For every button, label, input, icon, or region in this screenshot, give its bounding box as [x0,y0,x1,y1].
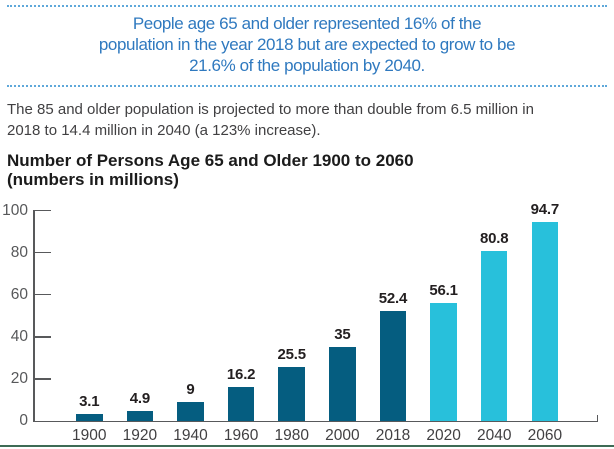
x-tick-label-2020: 2020 [426,427,461,444]
bar-1960 [227,386,255,421]
x-tick-label-1980: 1980 [274,427,309,444]
x-tick-label-2000: 2000 [325,427,360,444]
y-tick-60 [34,293,51,296]
intro-line-1: The 85 and older population is projected… [7,101,534,118]
bar-2000 [329,347,356,421]
x-tick-label-1900: 1900 [72,427,107,444]
bar-value-label-1980: 25.5 [277,346,307,364]
callout-line-1: People age 65 and older represented 16% … [132,14,482,33]
x-axis-end-tick [596,414,598,422]
callout-line-3: 21.6% of the population by 2040. [189,56,425,75]
x-tick-label-1920: 1920 [122,427,158,444]
bar-value-label-1920: 4.9 [129,389,150,407]
bar-value-label-2000: 35 [334,326,351,344]
bar-value-label-2040: 80.8 [480,229,509,247]
bar-value-label-2018: 52.4 [378,289,408,307]
y-tick-label-100: 100 [2,201,28,219]
y-tick-20 [34,378,51,380]
bar-value-label-2020: 56.1 [429,281,458,299]
intro-line-2: 2018 to 14.4 million in 2040 (a 123% inc… [7,122,321,139]
bar-2018 [379,310,407,421]
y-tick-100 [34,209,51,212]
intro-paragraph: The 85 and older population is projected… [7,99,607,141]
chart-title: Number of Persons Age 65 and Older 1900 … [7,151,607,189]
bar-value-label-1940: 9 [186,381,195,399]
page-bottom-rule [0,445,614,447]
bar-2060 [531,221,559,421]
y-tick-label-60: 60 [10,285,28,303]
x-tick-label-2018: 2018 [375,427,411,444]
callout-banner: People age 65 and older represented 16% … [7,5,607,87]
y-tick-label-40: 40 [10,327,28,345]
bar-value-label-2060: 94.7 [530,200,560,218]
y-tick-label-20: 20 [10,369,28,387]
y-tick-label-80: 80 [10,243,28,261]
bar-2020 [430,302,457,421]
chart-title-line-1: Number of Persons Age 65 and Older 1900 … [7,151,414,170]
callout-line-2: population in the year 2018 but are expe… [98,35,516,54]
bar-1920 [126,410,154,421]
x-tick-label-2040: 2040 [476,427,512,444]
bar-1940 [177,402,204,421]
chart-title-line-2: (numbers in millions) [7,170,179,189]
bar-1980 [278,367,305,421]
x-tick-label-1940: 1940 [173,427,208,444]
y-tick-80 [34,251,51,254]
bar-2040 [480,250,508,421]
bar-1900 [76,414,103,421]
y-tick-40 [34,336,51,338]
bar-chart: 0 20 40 60 80 100 3.1 1900 4.9 1920 9 1940 16.2 1960 2… [0,199,614,449]
y-tick-label-0: 0 [19,412,28,429]
x-axis [33,420,598,422]
y-axis [33,210,35,421]
bar-value-label-1960: 16.2 [226,365,256,383]
bar-value-label-1900: 3.1 [79,393,100,411]
x-tick-label-2060: 2060 [527,427,563,444]
x-tick-label-1960: 1960 [223,427,259,444]
